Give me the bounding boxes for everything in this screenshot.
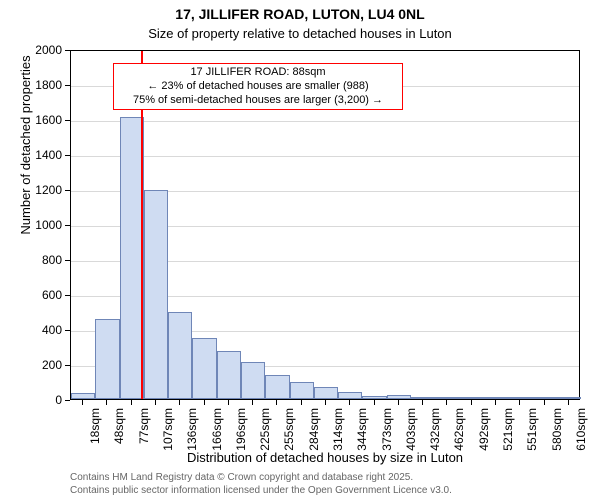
- plot-area: 17 JILLIFER ROAD: 88sqm← 23% of detached…: [70, 50, 580, 400]
- bar: [71, 393, 95, 399]
- bar: [532, 397, 556, 399]
- grid-line: [71, 156, 579, 157]
- bar: [557, 397, 581, 399]
- bar: [241, 362, 265, 399]
- annotation-box: 17 JILLIFER ROAD: 88sqm← 23% of detached…: [113, 63, 403, 110]
- xtick-label: 255sqm: [282, 408, 296, 454]
- footer-line-2: Contains public sector information licen…: [70, 485, 452, 496]
- xtick-mark: [301, 400, 302, 405]
- chart-title-line2: Size of property relative to detached ho…: [0, 26, 600, 41]
- chart-title-line1: 17, JILLIFER ROAD, LUTON, LU4 0NL: [0, 6, 600, 22]
- ytick-label: 1800: [0, 78, 62, 92]
- xtick-mark: [276, 400, 277, 405]
- bar: [314, 387, 338, 399]
- xtick-label: 610sqm: [574, 408, 588, 454]
- bar: [484, 397, 508, 399]
- xtick-label: 225sqm: [258, 408, 272, 454]
- xtick-label: 77sqm: [137, 408, 151, 454]
- ytick-label: 1000: [0, 218, 62, 232]
- xtick-mark: [252, 400, 253, 405]
- bar: [508, 397, 532, 399]
- ytick-mark: [65, 365, 70, 366]
- xtick-mark: [106, 400, 107, 405]
- ytick-mark: [65, 120, 70, 121]
- xtick-mark: [544, 400, 545, 405]
- xtick-mark: [446, 400, 447, 405]
- ytick-label: 2000: [0, 43, 62, 57]
- xtick-mark: [495, 400, 496, 405]
- xtick-label: 314sqm: [331, 408, 345, 454]
- bar: [290, 382, 314, 400]
- xtick-label: 107sqm: [161, 408, 175, 454]
- ytick-label: 1400: [0, 148, 62, 162]
- footer-line-1: Contains HM Land Registry data © Crown c…: [70, 472, 413, 483]
- xtick-mark: [349, 400, 350, 405]
- bar: [192, 338, 216, 399]
- xtick-mark: [179, 400, 180, 405]
- bar: [168, 312, 192, 399]
- ytick-mark: [65, 190, 70, 191]
- xtick-label: 344sqm: [355, 408, 369, 454]
- xtick-label: 18sqm: [88, 408, 102, 454]
- bar: [387, 395, 411, 399]
- xtick-mark: [374, 400, 375, 405]
- xtick-mark: [131, 400, 132, 405]
- chart-container: 17, JILLIFER ROAD, LUTON, LU4 0NL Size o…: [0, 0, 600, 500]
- ytick-label: 800: [0, 253, 62, 267]
- annotation-line-2: ← 23% of detached houses are smaller (98…: [118, 80, 398, 94]
- xtick-mark: [82, 400, 83, 405]
- xtick-label: 580sqm: [550, 408, 564, 454]
- bar: [144, 190, 168, 399]
- xtick-label: 284sqm: [307, 408, 321, 454]
- ytick-label: 1600: [0, 113, 62, 127]
- xtick-label: 521sqm: [501, 408, 515, 454]
- xtick-mark: [325, 400, 326, 405]
- xtick-label: 48sqm: [112, 408, 126, 454]
- bar: [362, 396, 386, 399]
- bar: [435, 397, 459, 399]
- xtick-mark: [204, 400, 205, 405]
- xtick-label: 551sqm: [525, 408, 539, 454]
- xtick-mark: [519, 400, 520, 405]
- ytick-label: 600: [0, 288, 62, 302]
- xtick-mark: [398, 400, 399, 405]
- xtick-label: 462sqm: [452, 408, 466, 454]
- ytick-label: 0: [0, 393, 62, 407]
- bar: [265, 375, 289, 400]
- ytick-label: 1200: [0, 183, 62, 197]
- xtick-label: 136sqm: [185, 408, 199, 454]
- xtick-mark: [155, 400, 156, 405]
- bar: [338, 392, 362, 399]
- ytick-mark: [65, 400, 70, 401]
- xtick-label: 373sqm: [380, 408, 394, 454]
- xtick-label: 432sqm: [428, 408, 442, 454]
- ytick-mark: [65, 155, 70, 156]
- xtick-label: 196sqm: [234, 408, 248, 454]
- xtick-mark: [568, 400, 569, 405]
- ytick-mark: [65, 85, 70, 86]
- ytick-mark: [65, 260, 70, 261]
- annotation-line-1: 17 JILLIFER ROAD: 88sqm: [118, 66, 398, 80]
- annotation-line-3: 75% of semi-detached houses are larger (…: [118, 94, 398, 108]
- xtick-label: 403sqm: [404, 408, 418, 454]
- grid-line: [71, 121, 579, 122]
- bar: [95, 319, 119, 400]
- ytick-label: 200: [0, 358, 62, 372]
- bar: [460, 397, 484, 399]
- ytick-mark: [65, 330, 70, 331]
- xtick-label: 492sqm: [477, 408, 491, 454]
- ytick-mark: [65, 50, 70, 51]
- xtick-label: 166sqm: [210, 408, 224, 454]
- xtick-mark: [471, 400, 472, 405]
- xtick-mark: [228, 400, 229, 405]
- ytick-label: 400: [0, 323, 62, 337]
- bar: [217, 351, 241, 399]
- xtick-mark: [422, 400, 423, 405]
- ytick-mark: [65, 295, 70, 296]
- bar: [411, 397, 435, 399]
- ytick-mark: [65, 225, 70, 226]
